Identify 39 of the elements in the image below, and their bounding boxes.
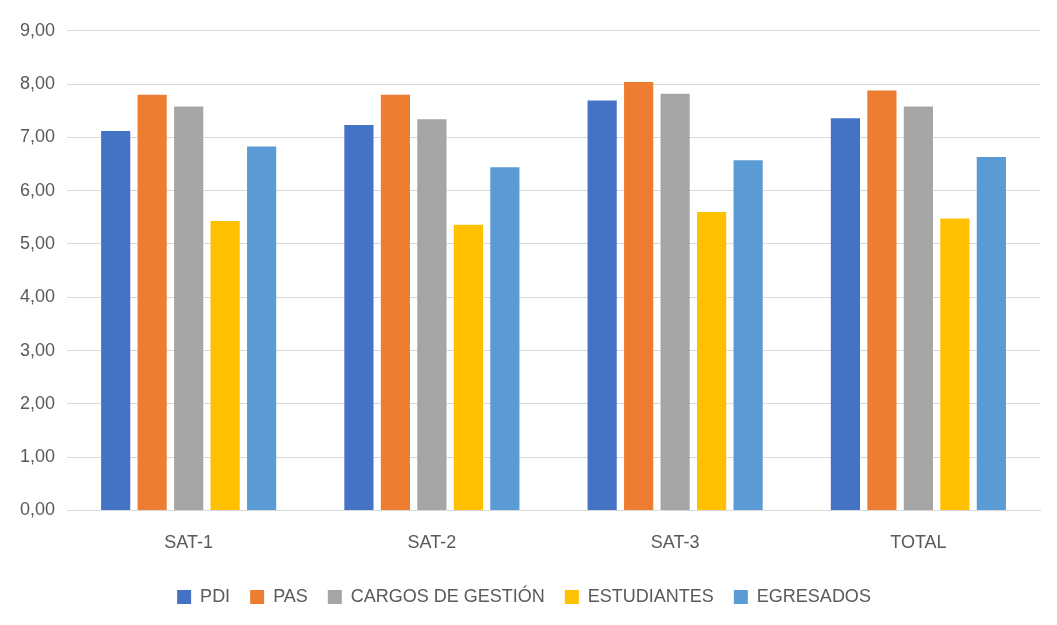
bar — [976, 157, 1006, 510]
bar — [380, 94, 410, 510]
y-tick-label: 7,00 — [19, 126, 56, 147]
y-tick-label: 6,00 — [19, 179, 56, 200]
x-tick-label: SAT-1 — [164, 532, 213, 553]
bar — [903, 106, 933, 510]
y-tick-label: 1,00 — [19, 446, 56, 467]
legend-label: EGRESADOS — [756, 585, 871, 606]
bar — [697, 211, 727, 510]
bar — [940, 218, 970, 510]
y-tick-label: 2,00 — [19, 392, 56, 413]
y-tick-label: 9,00 — [19, 19, 56, 40]
bar — [174, 106, 204, 510]
legend-label: PAS — [273, 585, 308, 606]
bar — [733, 160, 763, 510]
bar — [624, 81, 654, 510]
x-tick-label: TOTAL — [890, 532, 947, 553]
y-tick-label: 4,00 — [19, 286, 56, 307]
legend-label: PDI — [200, 585, 231, 606]
y-tick-label: 5,00 — [19, 232, 56, 253]
bar — [490, 167, 520, 510]
y-tick-label: 3,00 — [19, 339, 56, 360]
legend-label: ESTUDIANTES — [587, 585, 714, 606]
y-tick-label: 8,00 — [19, 73, 56, 94]
y-tick-label: 0,00 — [19, 499, 56, 520]
bar — [587, 100, 617, 510]
x-tick-label: SAT-2 — [407, 532, 457, 553]
bar — [867, 90, 897, 510]
bar — [830, 118, 860, 510]
bar — [101, 130, 131, 510]
bar — [247, 146, 277, 510]
bar — [210, 221, 240, 510]
bar — [344, 125, 374, 510]
bar — [660, 93, 690, 510]
x-tick-label: SAT-3 — [650, 532, 700, 553]
bar — [137, 94, 167, 510]
bar — [453, 224, 483, 510]
legend-label: CARGOS DE GESTIÓN — [350, 584, 545, 606]
bar — [417, 119, 447, 510]
